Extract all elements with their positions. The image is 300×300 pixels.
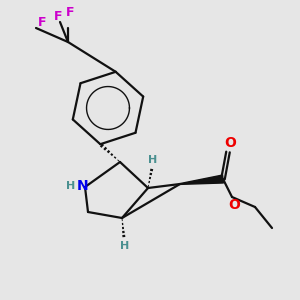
Text: H: H bbox=[120, 241, 130, 251]
Text: H: H bbox=[66, 181, 75, 191]
Text: O: O bbox=[224, 136, 236, 150]
Text: F: F bbox=[54, 10, 62, 22]
Text: H: H bbox=[148, 155, 158, 165]
Text: O: O bbox=[228, 198, 240, 212]
Text: F: F bbox=[66, 5, 74, 19]
Text: N: N bbox=[77, 179, 89, 193]
Text: F: F bbox=[38, 16, 46, 28]
Polygon shape bbox=[180, 175, 224, 184]
